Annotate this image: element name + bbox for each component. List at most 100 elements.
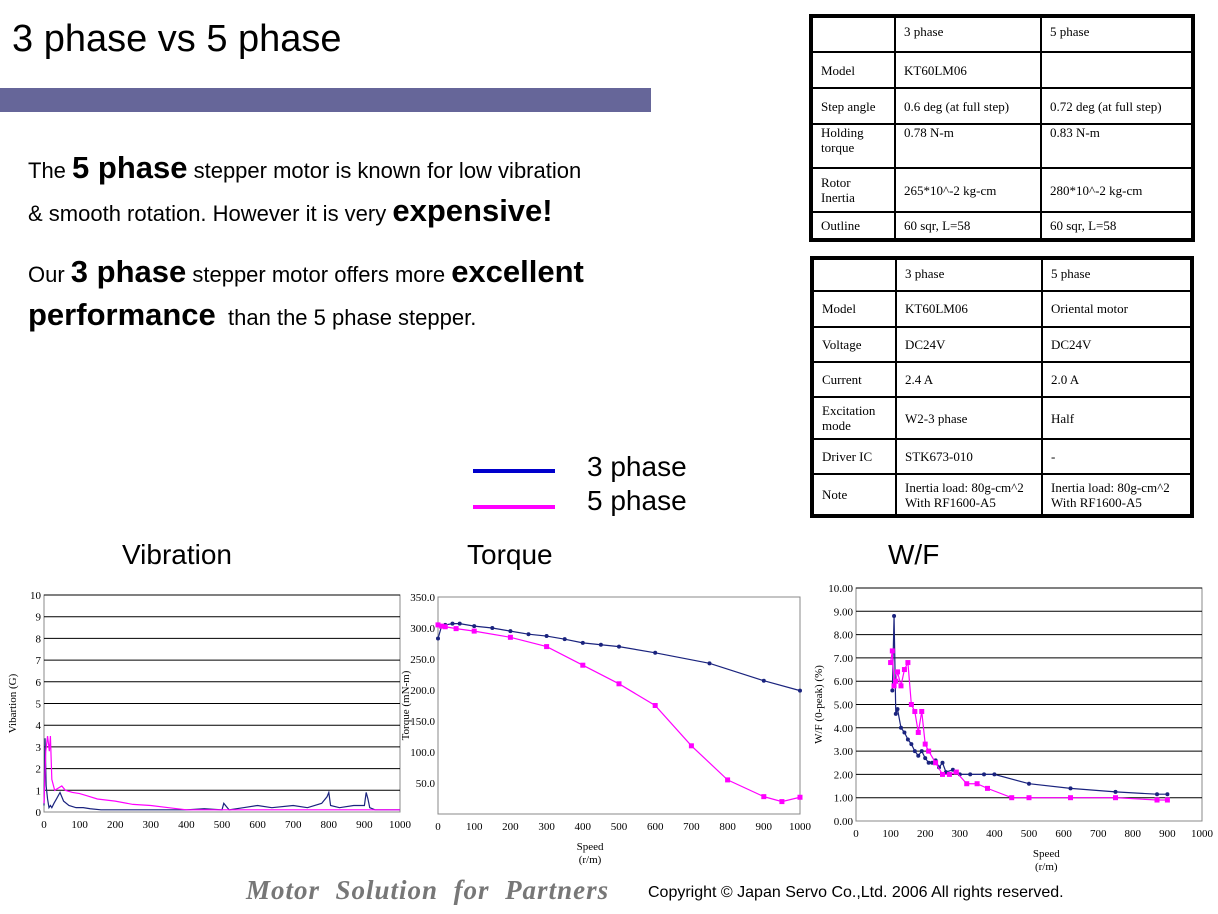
table2-cell: Oriental motor <box>1041 290 1193 328</box>
data-point <box>926 748 932 754</box>
y-tick-label: 3 <box>36 742 42 754</box>
footer-copyright: Copyright © Japan Servo Co.,Ltd. 2006 Al… <box>648 884 1064 901</box>
x-tick-label: 600 <box>1055 828 1072 840</box>
data-point <box>457 621 462 626</box>
table2-cell: Half <box>1041 396 1193 440</box>
data-point <box>1165 792 1170 797</box>
data-point <box>940 771 945 777</box>
x-tick-label: 900 <box>1159 828 1176 840</box>
data-point <box>652 703 658 708</box>
data-point <box>968 772 973 777</box>
x-tick-label: 100 <box>466 821 483 833</box>
y-tick-label: 1 <box>36 785 42 797</box>
table1-cell: KT60LM06 <box>894 51 1042 89</box>
data-point <box>916 753 921 758</box>
x-tick-label: 400 <box>575 821 592 833</box>
x-tick-label: 900 <box>356 819 373 831</box>
series-line-3-phase <box>43 738 400 811</box>
data-point <box>982 772 987 777</box>
table2-cell: Excitation mode <box>811 396 897 440</box>
x-tick-label: 700 <box>683 821 700 833</box>
x-tick-label: 700 <box>1090 828 1107 840</box>
chart-title-wf: W/F <box>888 539 940 570</box>
data-point <box>893 678 899 684</box>
table1-cell: 5 phase <box>1040 15 1194 53</box>
data-point <box>707 661 712 666</box>
x-axis-label: Speed <box>577 841 604 853</box>
y-tick-label: 6 <box>36 677 42 689</box>
data-point <box>915 729 921 735</box>
table2-cell: DC24V <box>1041 325 1193 364</box>
y-axis-label: Torque (mN-m) <box>400 670 412 740</box>
para1-emphasis-5-phase: 5 phase <box>72 150 188 185</box>
para1-emphasis-expensive: expensive! <box>392 193 553 228</box>
data-point <box>435 622 441 628</box>
data-point <box>761 794 767 800</box>
table1-cell: Model <box>810 51 896 89</box>
x-tick-label: 800 <box>321 819 338 831</box>
data-point <box>912 749 917 754</box>
data-point <box>953 769 959 775</box>
y-tick-label: 5.00 <box>834 700 854 712</box>
spec-table-driver: 3 phase 5 phase Model KT60LM06 Oriental moto… <box>810 256 1194 518</box>
torque-chart: 50.0 100.0 150.0 200.0 250.0 300.0 350.0 0 100 20… <box>400 592 812 866</box>
data-point <box>905 660 911 666</box>
y-tick-label: 9 <box>36 612 42 624</box>
data-point <box>891 683 897 689</box>
data-point <box>598 642 603 647</box>
data-point <box>895 669 901 675</box>
data-point <box>909 742 914 747</box>
data-point <box>453 626 459 632</box>
para2-emphasis-3-phase: 3 phase <box>70 254 187 289</box>
x-tick-label: 800 <box>1125 828 1142 840</box>
table2-cell: 2.4 A <box>895 360 1043 399</box>
data-point <box>508 629 513 634</box>
y-tick-label: 0 <box>36 807 42 819</box>
y-tick-label: 350.0 <box>410 592 435 604</box>
data-point <box>974 781 980 787</box>
x-tick-label: 500 <box>611 821 628 833</box>
data-point <box>1154 797 1160 803</box>
x-tick-label: 1000 <box>789 821 812 833</box>
data-point <box>442 624 448 630</box>
data-point <box>544 634 549 639</box>
table1-cell: 0.6 deg (at full step) <box>894 87 1042 125</box>
y-tick-label: 4.00 <box>834 723 854 735</box>
wf-chart: 0.00 1.00 2.00 3.00 4.00 5.00 6.00 7.00 8.00 9.00… <box>813 583 1214 873</box>
footer-brand-slogan: Motor Solution for Partners <box>246 875 610 905</box>
para2-text-a: Our <box>28 262 71 287</box>
table1-row: Rotor Inertia 265*10^-2 kg-cm 280*10^-2 kg… <box>810 167 1194 213</box>
x-tick-label: 0 <box>435 821 441 833</box>
data-point <box>946 771 952 777</box>
para2-text-c: stepper motor offers more <box>186 262 452 287</box>
table1-cell: 280*10^-2 kg-cm <box>1040 167 1194 213</box>
data-point <box>797 794 803 800</box>
data-point <box>779 799 785 805</box>
table2-row: Model KT60LM06 Oriental motor <box>811 290 1193 328</box>
data-point <box>1026 795 1032 801</box>
y-tick-label: 2.00 <box>834 769 854 781</box>
data-point <box>1113 795 1118 801</box>
table1-cell: 0.78 N-m <box>894 123 1042 169</box>
table1-cell: 3 phase <box>894 15 1042 53</box>
table1-cell: 0.72 deg (at full step) <box>1040 87 1194 125</box>
y-tick-label: 50.0 <box>416 778 436 790</box>
x-tick-label: 1000 <box>389 819 412 831</box>
y-tick-label: 150.0 <box>410 716 435 728</box>
para1-text-a: The <box>28 158 73 183</box>
data-point <box>964 781 970 787</box>
chart-title-vibration: Vibration <box>122 539 233 570</box>
data-point <box>992 772 997 777</box>
table2-row: 3 phase 5 phase <box>811 256 1193 293</box>
table2-cell: 3 phase <box>895 256 1043 293</box>
y-tick-label: 7.00 <box>834 653 854 665</box>
table2-cell: Driver IC <box>811 437 897 476</box>
data-point <box>889 648 895 654</box>
table2-cell: Inertia load: 80g-cm^2 With RF1600-A5 <box>895 473 1043 517</box>
y-axis-label: W/F (0-peak) (%) <box>813 665 825 744</box>
x-tick-label: 200 <box>107 819 124 831</box>
data-point <box>688 743 694 749</box>
x-tick-label: 100 <box>882 828 899 840</box>
table1-row: Step angle 0.6 deg (at full step) 0.72 deg… <box>810 87 1194 125</box>
para1-text-d: & smooth rotation. However it is very <box>28 201 393 226</box>
